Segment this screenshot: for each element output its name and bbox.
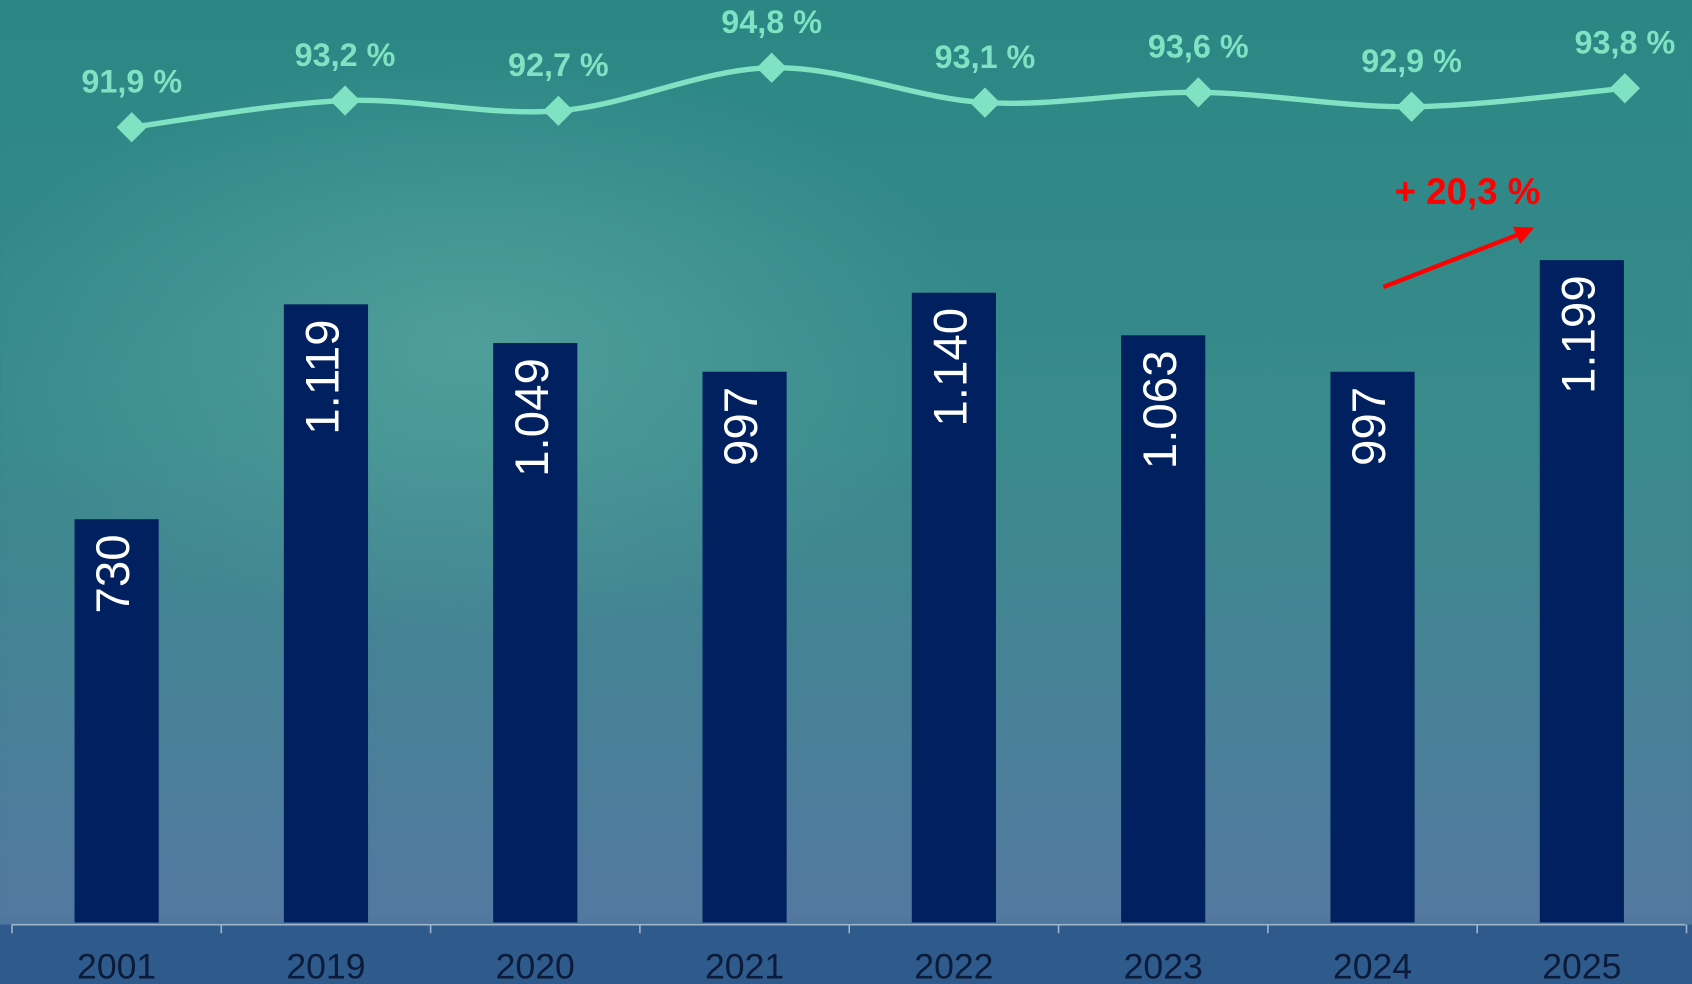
bar-value-label: 730 [87, 534, 140, 613]
bar [74, 519, 159, 923]
x-tick-label: 2020 [496, 947, 575, 984]
bar [1539, 260, 1624, 923]
bar-value-label: 1.140 [924, 308, 977, 427]
x-tick-label: 2021 [705, 947, 784, 984]
x-tick-label: 2001 [77, 947, 156, 984]
bar-value-label: 997 [1343, 387, 1396, 466]
line-marker [1183, 77, 1214, 108]
line-value-label: 93,8 % [1575, 25, 1676, 61]
line-marker [329, 85, 361, 116]
annotation-arrow [1382, 232, 1521, 290]
line-value-label: 93,2 % [295, 37, 396, 73]
line-marker [969, 87, 1001, 118]
line [131, 65, 1626, 130]
line-value-label: 92,7 % [508, 47, 609, 83]
bar-value-label: 1.049 [506, 358, 559, 477]
annotation: + 20,3 % [1395, 171, 1541, 212]
bar [283, 304, 369, 923]
bar [911, 292, 996, 923]
bar-value-label: 997 [715, 387, 768, 466]
bar [1330, 371, 1415, 923]
line-value-label: 92,9 % [1361, 43, 1462, 79]
x-tick-label: 2024 [1333, 947, 1412, 984]
line-marker [543, 95, 574, 126]
line-value-label: 93,1 % [935, 39, 1036, 75]
bar-value-label: 1.063 [1134, 350, 1187, 469]
bar-value-label: 1.119 [296, 319, 349, 434]
bar-value-label: 1.199 [1552, 275, 1605, 394]
line-value-label: 94,8 % [721, 4, 822, 40]
line-value-label: 91,9 % [81, 64, 182, 100]
bar [493, 343, 578, 923]
x-tick-label: 2022 [914, 947, 993, 984]
x-tick-label: 2023 [1124, 947, 1203, 984]
axis-band [0, 924, 1692, 984]
x-tick-label: 2019 [286, 947, 365, 984]
bar [1121, 335, 1206, 923]
annotation-arrowhead [1512, 226, 1535, 244]
x-tick-label: 2025 [1542, 947, 1621, 984]
line-marker [756, 52, 787, 83]
bar [702, 371, 787, 923]
line-value-label: 93,6 % [1148, 29, 1249, 65]
